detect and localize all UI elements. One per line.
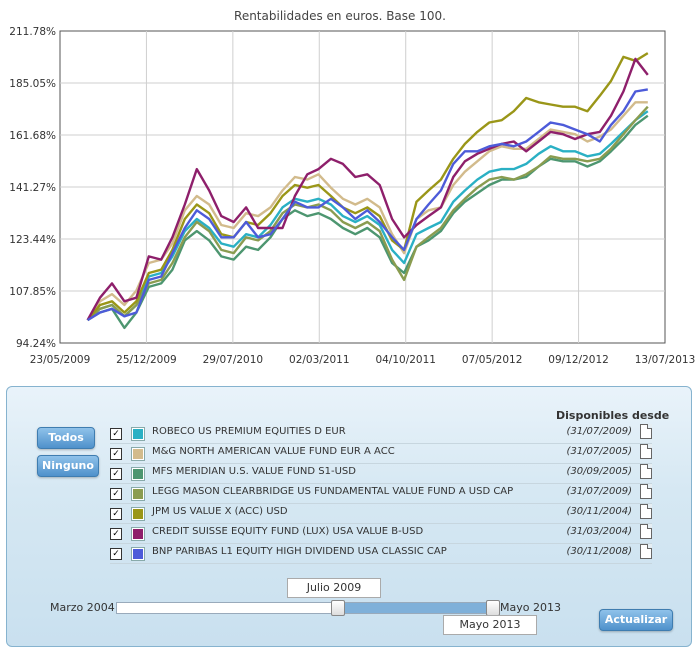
series-line-2 <box>86 101 648 321</box>
series-color-swatch <box>131 427 145 441</box>
series-color-swatch <box>131 527 145 541</box>
available-date: (31/07/2009) <box>566 486 632 497</box>
chart-area: Rentabilidades en euros. Base 100. 94.24… <box>9 9 695 366</box>
slider-max-label: Mayo 2013 <box>500 601 561 614</box>
fund-checkbox[interactable]: ✓ <box>110 468 122 480</box>
chart-title: Rentabilidades en euros. Base 100. <box>234 9 446 23</box>
x-tick-label: 29/07/2010 <box>203 354 264 366</box>
fund-checkbox[interactable]: ✓ <box>110 488 122 500</box>
series-color-swatch <box>131 507 145 521</box>
selected-range <box>336 603 495 613</box>
document-icon[interactable] <box>640 544 652 559</box>
fund-checkbox[interactable]: ✓ <box>110 528 122 540</box>
document-icon[interactable] <box>640 524 652 539</box>
start-date-box: Julio 2009 <box>287 578 381 598</box>
fund-name: CREDIT SUISSE EQUITY FUND (LUX) USA VALU… <box>152 526 424 537</box>
available-date: (31/07/2005) <box>566 446 632 457</box>
available-date: (30/11/2004) <box>566 506 632 517</box>
select-none-button[interactable]: Ninguno <box>37 455 99 477</box>
chart-svg: Rentabilidades en euros. Base 100. 94.24… <box>9 9 695 366</box>
date-range-slider[interactable] <box>116 600 500 616</box>
document-icon[interactable] <box>640 424 652 439</box>
available-date: (30/09/2005) <box>566 466 632 477</box>
fund-name: MFS MERIDIAN U.S. VALUE FUND S1-USD <box>152 466 356 477</box>
fund-row: ✓ LEGG MASON CLEARBRIDGE US FUNDAMENTAL V… <box>110 483 652 504</box>
fund-name: BNP PARIBAS L1 EQUITY HIGH DIVIDEND USA … <box>152 546 447 557</box>
x-tick-label: 23/05/2009 <box>30 354 91 366</box>
fund-row: ✓ ROBECO US PREMIUM EQUITIES D EUR (31/07/… <box>110 423 652 444</box>
series-lines <box>86 52 649 330</box>
slider-start-handle[interactable] <box>330 600 345 616</box>
y-tick-label: 141.27% <box>9 182 56 194</box>
series-color-swatch <box>131 447 145 461</box>
x-tick-label: 13/07/2013 <box>635 354 696 366</box>
fund-selection-panel: Todos Ninguno Disponibles desde ✓ ROBECO … <box>6 386 692 647</box>
x-tick-label: 07/05/2012 <box>462 354 523 366</box>
update-button[interactable]: Actualizar <box>599 609 673 631</box>
fund-checkbox[interactable]: ✓ <box>110 448 122 460</box>
available-from-header: Disponibles desde <box>556 409 670 422</box>
slider-min-label: Marzo 2004 <box>50 601 115 614</box>
slider-end-handle[interactable] <box>486 600 500 616</box>
fund-row: ✓ M&G NORTH AMERICAN VALUE FUND EUR A ACC… <box>110 443 652 464</box>
fund-row: ✓ BNP PARIBAS L1 EQUITY HIGH DIVIDEND USA… <box>110 543 652 564</box>
document-icon[interactable] <box>640 464 652 479</box>
fund-name: LEGG MASON CLEARBRIDGE US FUNDAMENTAL VA… <box>152 486 514 497</box>
select-all-button[interactable]: Todos <box>37 427 95 449</box>
series-line-3 <box>86 114 649 330</box>
y-tick-label: 107.85% <box>9 286 56 298</box>
y-tick-label: 94.24% <box>16 338 56 350</box>
end-date-box: Mayo 2013 <box>443 615 537 635</box>
available-date: (31/07/2009) <box>566 426 632 437</box>
available-date: (31/03/2004) <box>566 526 632 537</box>
fund-name: M&G NORTH AMERICAN VALUE FUND EUR A ACC <box>152 446 395 457</box>
x-tick-label: 04/10/2011 <box>375 354 436 366</box>
y-tick-label: 161.68% <box>9 130 56 142</box>
available-date: (30/11/2008) <box>566 546 632 557</box>
x-tick-label: 25/12/2009 <box>116 354 177 366</box>
x-tick-label: 09/12/2012 <box>548 354 609 366</box>
document-icon[interactable] <box>640 444 652 459</box>
y-tick-label: 185.05% <box>9 78 56 90</box>
fund-name: ROBECO US PREMIUM EQUITIES D EUR <box>152 426 346 437</box>
y-tick-label: 211.78% <box>9 26 56 38</box>
fund-checkbox[interactable]: ✓ <box>110 428 122 440</box>
fund-checkbox[interactable]: ✓ <box>110 508 122 520</box>
series-color-swatch <box>131 487 145 501</box>
fund-name: JPM US VALUE X (ACC) USD <box>152 506 288 517</box>
axis-ticks: 94.24% 107.85% 123.44% 141.27% 161.68% 185.05… <box>9 26 695 366</box>
series-line-6 <box>86 57 649 321</box>
fund-row: ✓ JPM US VALUE X (ACC) USD (30/11/2004) <box>110 503 652 524</box>
fund-row: ✓ MFS MERIDIAN U.S. VALUE FUND S1-USD (30/… <box>110 463 652 484</box>
series-line-5 <box>86 52 649 321</box>
fund-row: ✓ CREDIT SUISSE EQUITY FUND (LUX) USA VAL… <box>110 523 652 544</box>
fund-checkbox[interactable]: ✓ <box>110 548 122 560</box>
series-color-swatch <box>131 547 145 561</box>
x-tick-label: 02/03/2011 <box>289 354 350 366</box>
series-line-1 <box>86 110 649 321</box>
series-line-4 <box>86 105 649 321</box>
y-tick-label: 123.44% <box>9 234 56 246</box>
document-icon[interactable] <box>640 504 652 519</box>
series-line-7 <box>86 88 649 322</box>
document-icon[interactable] <box>640 484 652 499</box>
series-color-swatch <box>131 467 145 481</box>
